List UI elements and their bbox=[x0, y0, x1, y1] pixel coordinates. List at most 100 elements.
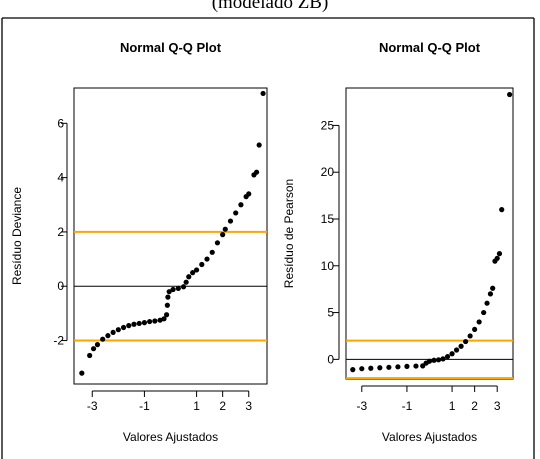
chart-title: Normal Q-Q Plot bbox=[379, 40, 481, 55]
data-point bbox=[157, 317, 163, 323]
data-point bbox=[449, 351, 455, 357]
data-point bbox=[256, 142, 262, 148]
data-point bbox=[90, 346, 97, 352]
y-tick-label: 6 bbox=[57, 116, 64, 130]
y-tick-label: 10 bbox=[321, 259, 335, 273]
data-point bbox=[183, 279, 189, 285]
data-point bbox=[204, 256, 210, 262]
data-point bbox=[131, 321, 137, 327]
data-point bbox=[435, 357, 442, 363]
data-point bbox=[193, 267, 200, 273]
data-point bbox=[152, 318, 158, 324]
y-tick-label: 15 bbox=[321, 212, 335, 226]
data-point bbox=[507, 91, 513, 98]
page-title: (modelado ZB) bbox=[212, 0, 329, 13]
x-tick-label: 1 bbox=[449, 399, 456, 413]
data-point bbox=[246, 191, 252, 197]
y-axis-label: Resíduo Deviance bbox=[10, 187, 24, 285]
data-point bbox=[431, 357, 437, 363]
x-tick-label: -3 bbox=[356, 399, 367, 413]
x-axis-label: Valores Ajustados bbox=[123, 430, 218, 444]
data-point bbox=[490, 285, 496, 291]
qq-plot-deviance: Normal Q-Q Plot -3 -1 1 2 3 -2 0 2 4 6 Valores Ajus… bbox=[10, 40, 268, 444]
data-point bbox=[463, 338, 469, 345]
x-tick-label: 2 bbox=[219, 399, 226, 413]
data-point bbox=[395, 364, 401, 370]
data-point bbox=[220, 232, 226, 238]
data-point bbox=[227, 218, 234, 224]
data-point bbox=[190, 270, 196, 276]
data-point bbox=[163, 312, 170, 318]
data-point bbox=[494, 255, 500, 261]
data-point bbox=[472, 326, 478, 333]
y-tick-label: 2 bbox=[57, 225, 64, 239]
data-point bbox=[141, 320, 148, 326]
data-point bbox=[377, 365, 383, 371]
y-tick-label: 25 bbox=[321, 118, 335, 132]
data-point bbox=[161, 316, 167, 322]
plot-frame bbox=[73, 87, 268, 385]
data-point bbox=[467, 333, 473, 339]
data-point bbox=[126, 323, 132, 329]
data-point bbox=[481, 309, 487, 316]
data-point bbox=[253, 169, 260, 175]
data-point bbox=[499, 207, 505, 213]
data-point bbox=[487, 291, 494, 297]
data-point bbox=[476, 319, 482, 325]
data-point bbox=[260, 90, 266, 97]
x-tick-label: -1 bbox=[402, 399, 413, 413]
data-point bbox=[115, 327, 121, 333]
x-tick-label: 3 bbox=[494, 399, 501, 413]
data-point bbox=[209, 249, 215, 255]
qq-plot-pearson: Normal Q-Q Plot -3 -1 1 2 3 0 5 10 15 20 25 Valores … bbox=[282, 40, 514, 444]
x-axis-label: Valores Ajustados bbox=[382, 430, 477, 444]
x-tick-label: 3 bbox=[245, 399, 252, 413]
y-tick-label: 0 bbox=[57, 279, 64, 293]
data-point bbox=[165, 294, 171, 300]
data-point bbox=[440, 356, 446, 362]
data-point bbox=[100, 336, 106, 342]
data-point bbox=[79, 370, 85, 376]
data-point bbox=[404, 363, 410, 369]
data-point bbox=[110, 329, 116, 336]
data-point bbox=[444, 353, 451, 360]
data-point bbox=[238, 202, 244, 208]
data-point bbox=[222, 226, 228, 232]
data-point bbox=[496, 251, 503, 257]
x-tick-label: 2 bbox=[471, 399, 478, 413]
data-point bbox=[458, 343, 464, 349]
data-point bbox=[453, 347, 460, 353]
data-point bbox=[170, 286, 176, 293]
y-tick-label: -2 bbox=[53, 334, 64, 348]
y-tick-label: 5 bbox=[327, 306, 334, 320]
y-tick-label: 0 bbox=[327, 352, 334, 366]
chart-title: Normal Q-Q Plot bbox=[120, 40, 222, 55]
data-point bbox=[186, 274, 192, 280]
data-point bbox=[359, 366, 365, 372]
x-tick-label: -3 bbox=[87, 399, 98, 413]
data-point bbox=[105, 333, 111, 339]
data-point bbox=[413, 363, 419, 369]
data-point bbox=[164, 302, 170, 308]
data-point bbox=[233, 210, 239, 216]
data-point bbox=[368, 365, 374, 371]
x-tick-label: 1 bbox=[193, 399, 200, 413]
data-point bbox=[147, 318, 153, 325]
data-point bbox=[180, 284, 187, 290]
data-point bbox=[426, 358, 433, 364]
data-point bbox=[175, 285, 181, 292]
y-axis-label: Resíduo de Pearson bbox=[282, 179, 296, 288]
data-point bbox=[386, 364, 392, 370]
y-tick-label: 4 bbox=[57, 171, 64, 185]
data-point bbox=[350, 367, 356, 373]
data-point bbox=[484, 300, 490, 306]
data-point bbox=[136, 320, 142, 327]
data-point bbox=[120, 324, 127, 331]
data-point bbox=[214, 240, 221, 246]
x-tick-label: -1 bbox=[139, 399, 150, 413]
y-tick-label: 20 bbox=[321, 165, 335, 179]
data-point bbox=[166, 289, 172, 295]
data-point bbox=[199, 261, 205, 268]
